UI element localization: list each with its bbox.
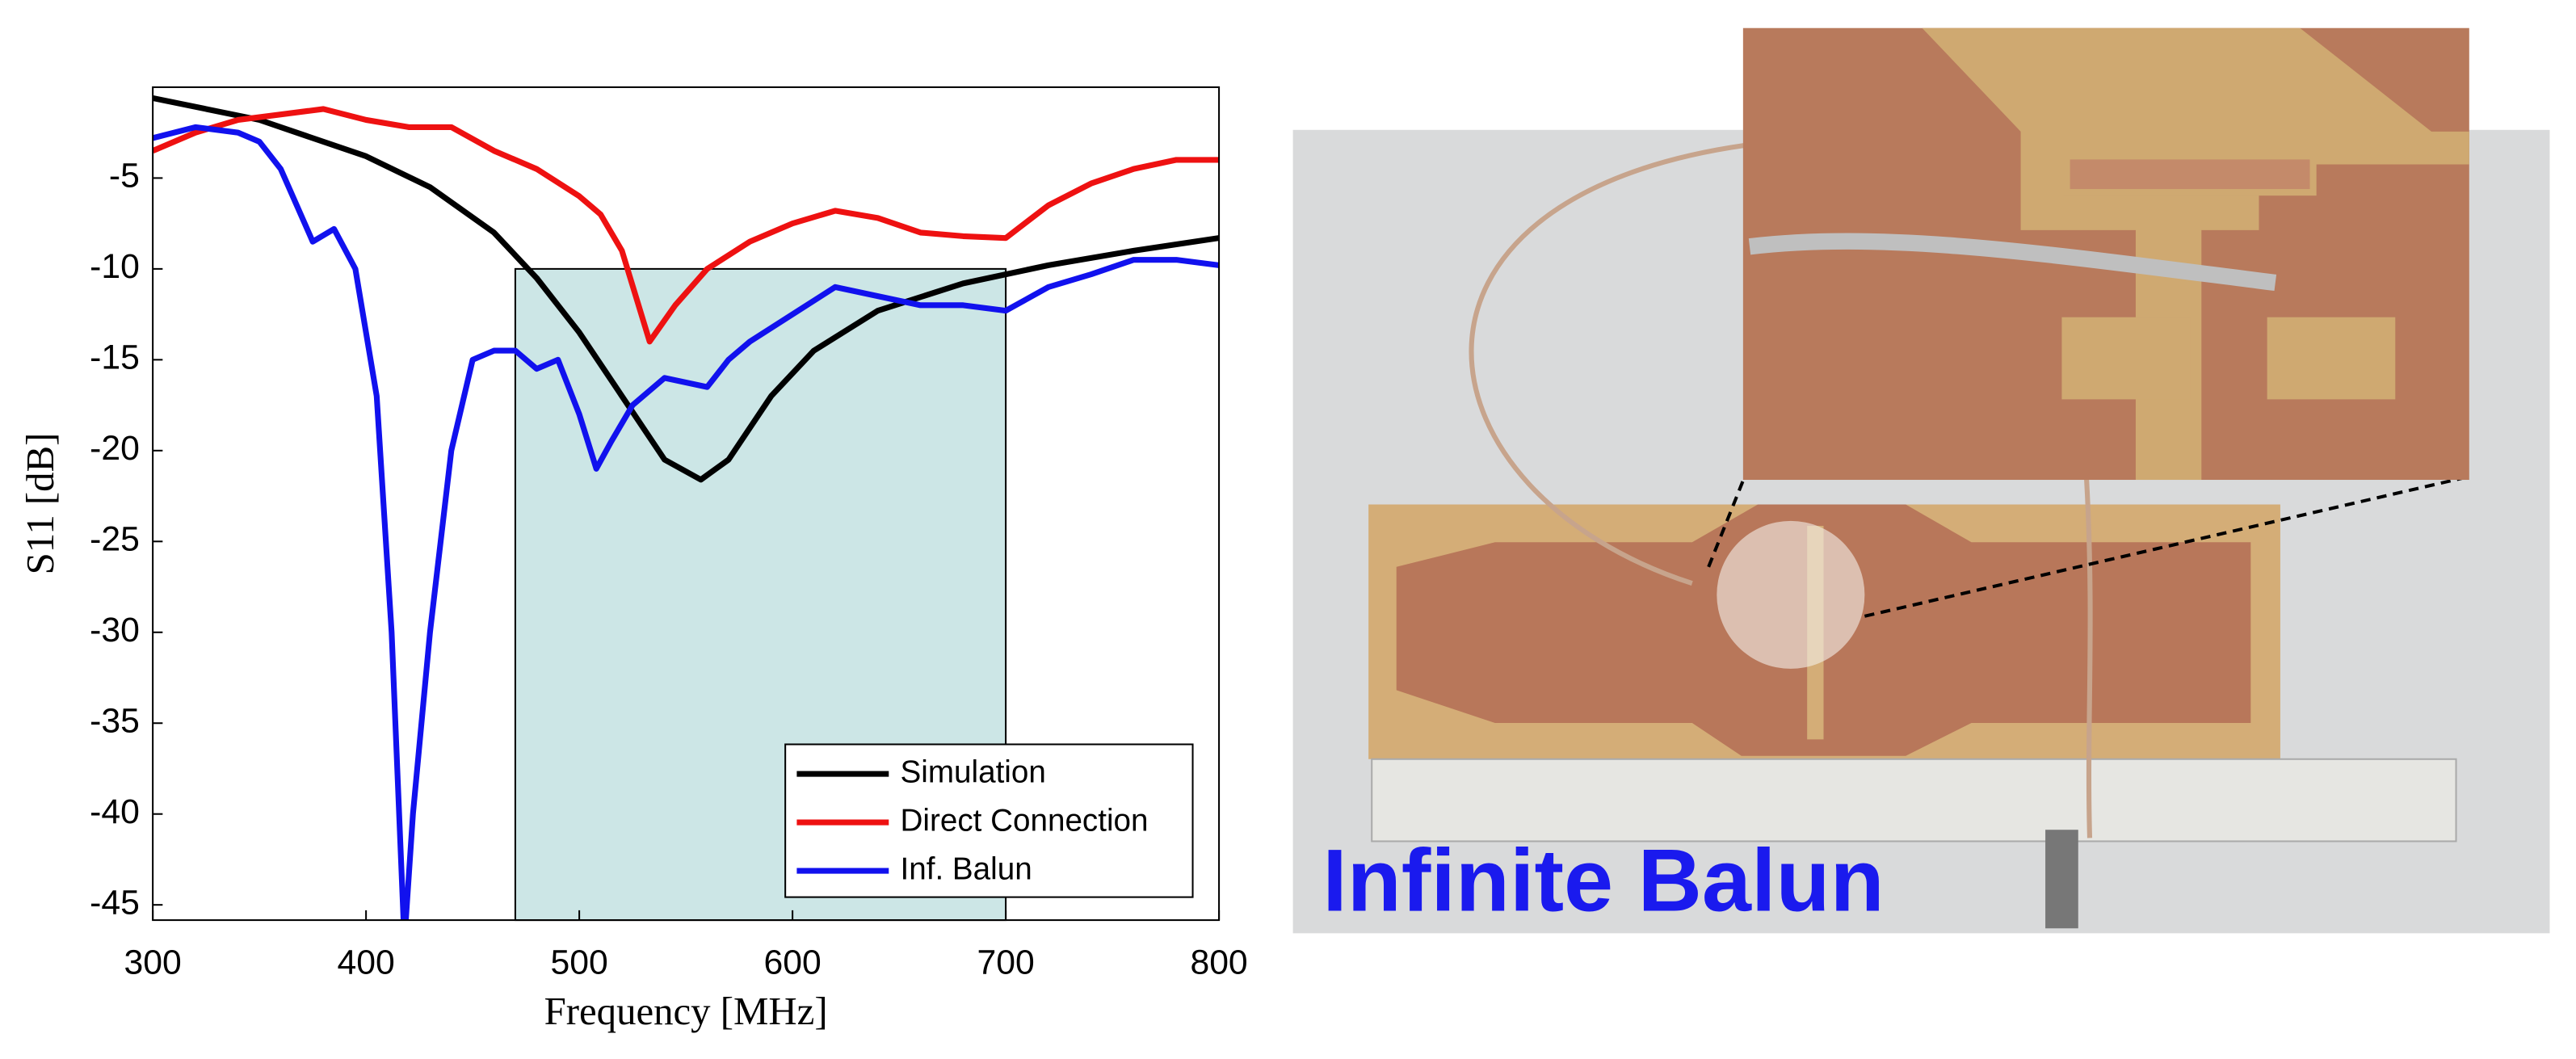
chart: 300 400 500 600 700 800 -5 -10 -15 -20 -25 -30 -35 -4… [19,86,1248,1033]
axes-box [152,86,1221,922]
y-tick-label: -25 [90,520,140,559]
y-tick-label: -30 [90,611,140,649]
x-tick-label: 700 [977,943,1034,981]
inset-solder [1748,233,2277,292]
inset-pad [2061,317,2191,400]
series-line [153,124,1220,921]
zoom-line [1864,474,2470,618]
inset-trace [2063,153,2317,196]
x-tick-label: 600 [763,943,821,981]
y-tick-label: -15 [90,338,140,377]
ruler [1371,758,2457,843]
y-axis-label: S11 [dB] [19,433,62,575]
y-tick-label: -40 [90,792,140,831]
series-line [153,106,1220,345]
y-tick-label: -20 [90,429,140,468]
x-tick-label: 800 [1190,943,1247,981]
zoom-circle [1717,520,1865,669]
x-axis-label: Frequency [MHz] [544,990,828,1033]
photo-label: Infinite Balun [1322,831,1884,930]
plot-lines [153,95,1220,921]
legend-label: Simulation [901,754,1046,789]
series-line [153,95,1220,483]
y-tick-label: -10 [90,247,140,286]
y-tick-label: -45 [90,883,140,922]
x-tick-label: 400 [338,943,395,981]
y-tick-label: -35 [90,702,140,741]
cable [2083,476,2093,838]
legend-label: Direct Connection [901,803,1149,838]
inset-substrate [1922,27,2469,481]
x-tick-label: 300 [124,943,182,981]
connector [2045,830,2078,929]
x-tick-label: 500 [551,943,608,981]
inset-pad [2267,317,2396,400]
legend-label: Inf. Balun [901,851,1032,886]
photo: Infinite Balun [1292,27,2550,934]
y-tick-label: -5 [109,157,140,195]
cable [1469,142,1750,586]
